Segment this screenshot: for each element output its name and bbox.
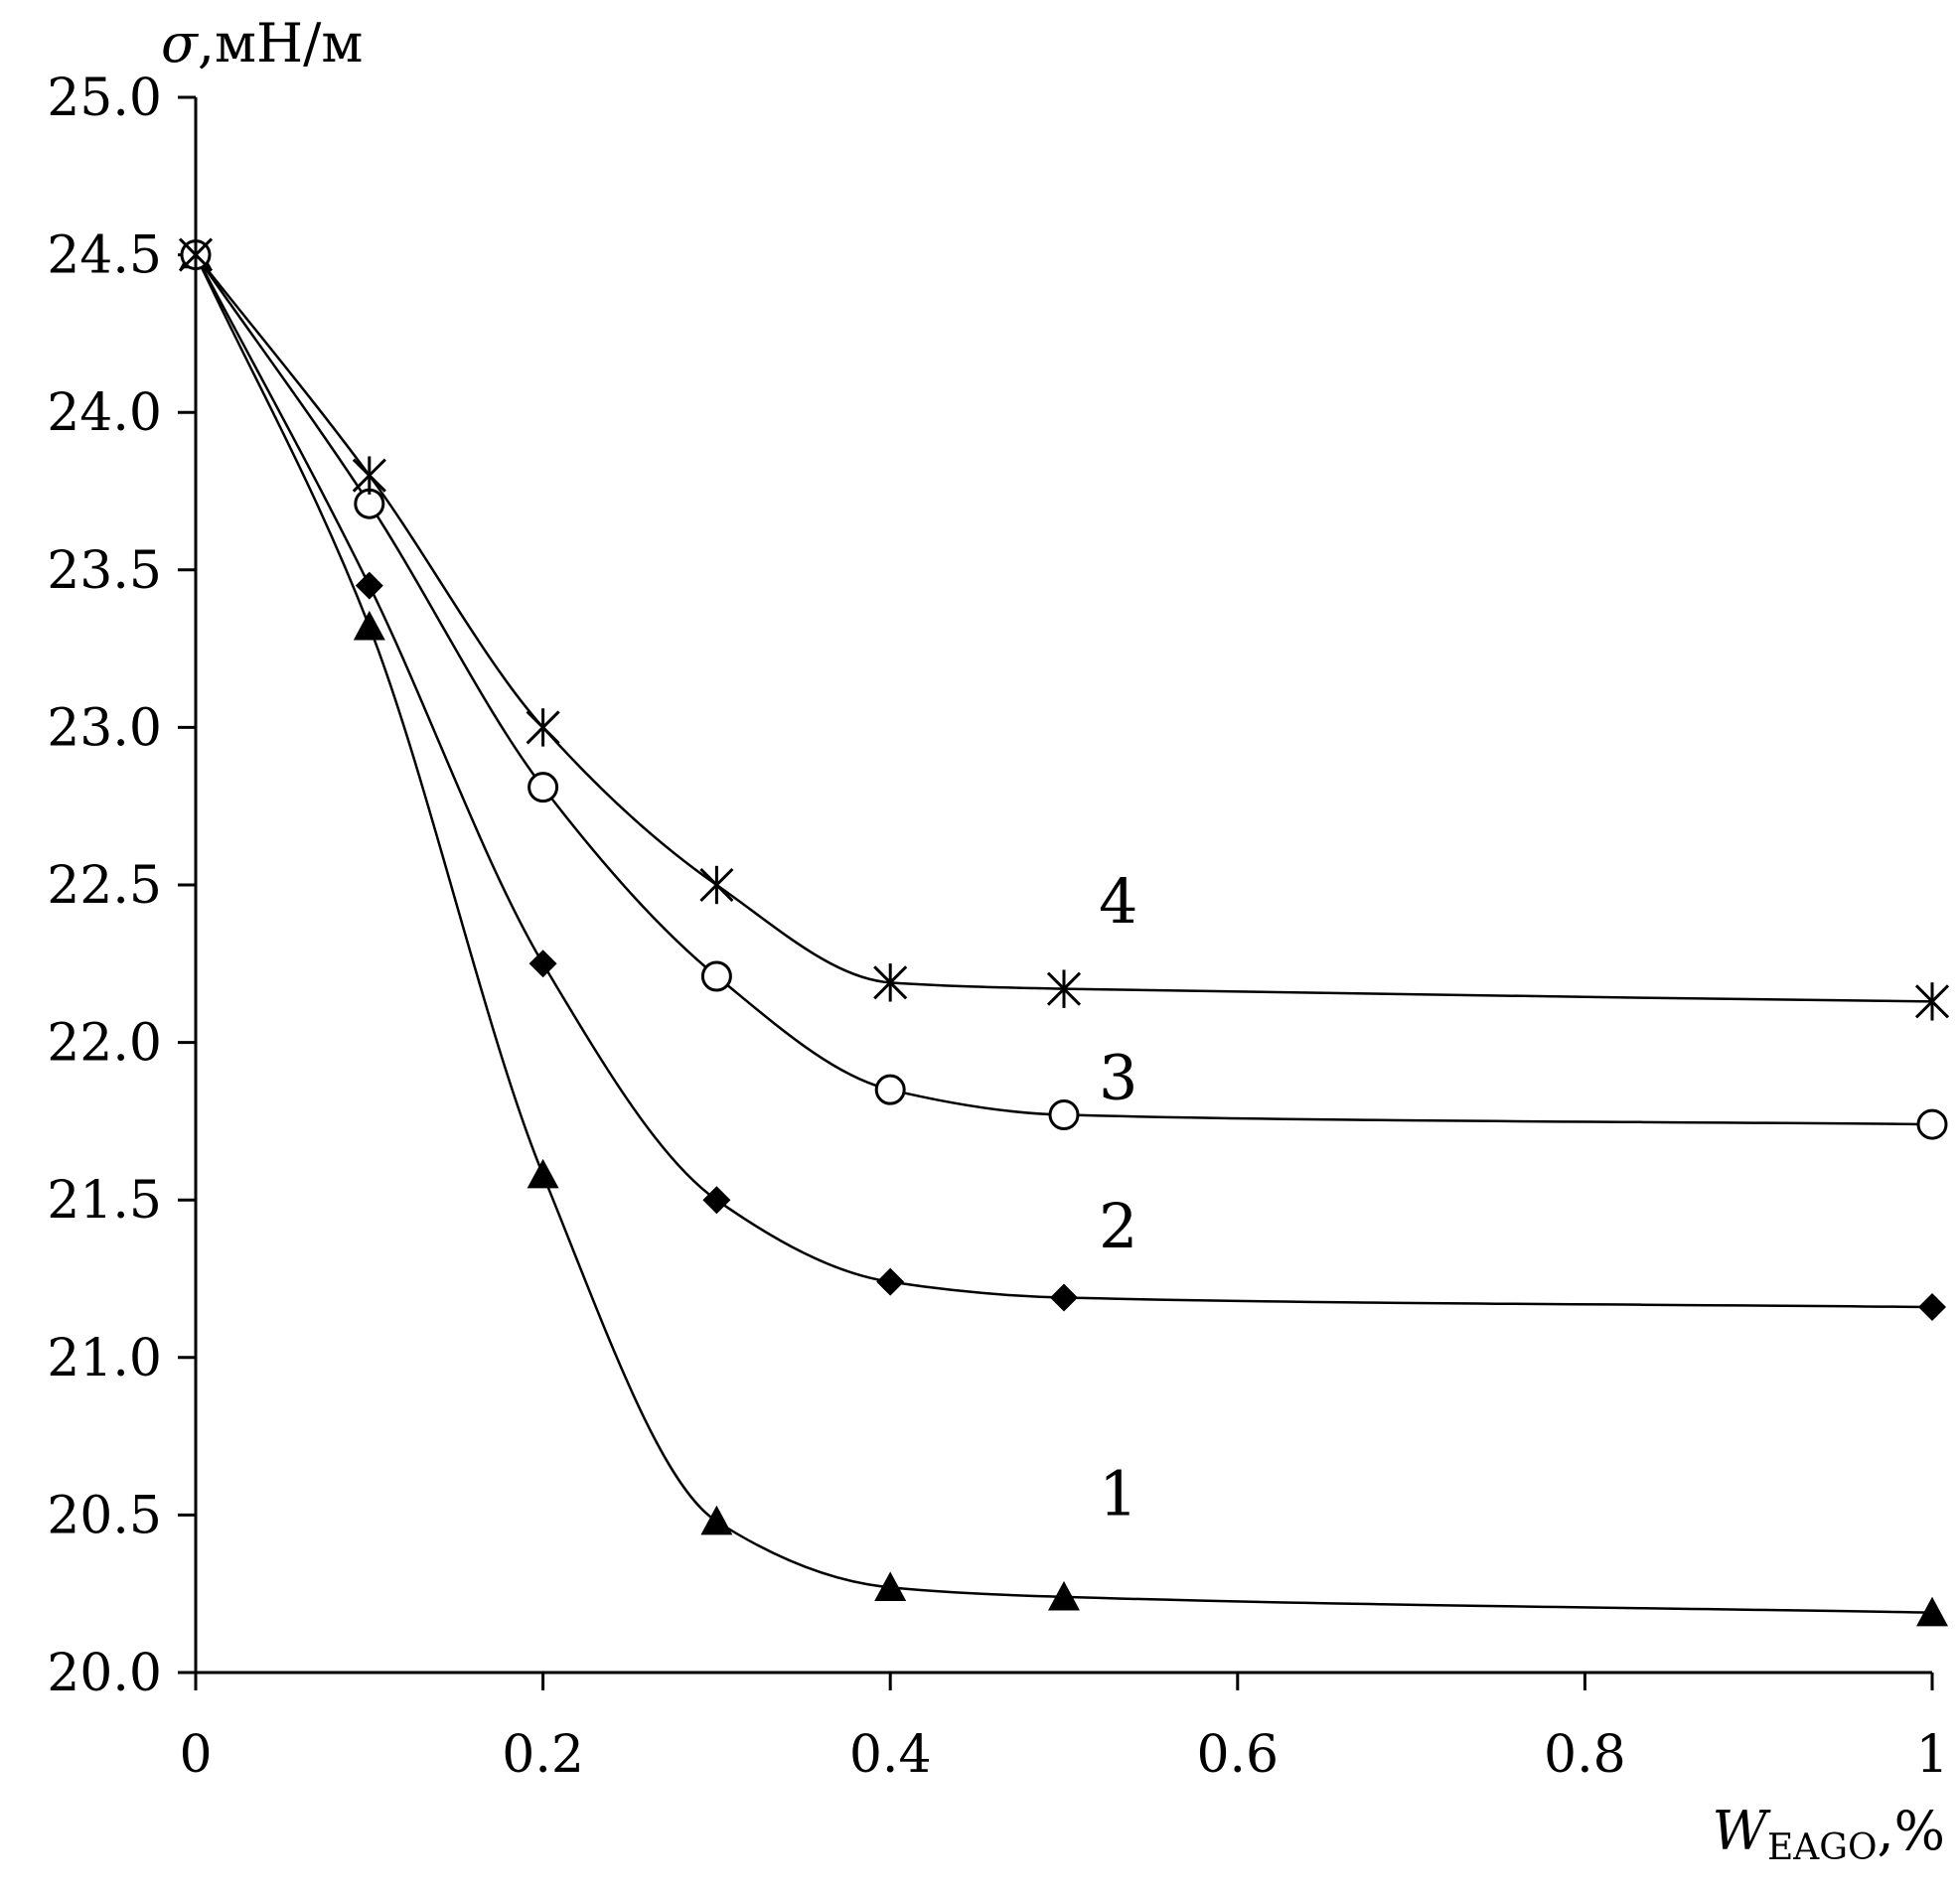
series-1-point [527,1158,559,1189]
series-2-point [1050,1283,1078,1312]
x-axis-title: WEAGO,% [1712,1800,1945,1868]
series-curves [194,253,1933,1614]
series-4-point [1046,969,1082,1008]
series-1-point [874,1571,907,1601]
y-tick-label: 21.0 [47,1329,162,1388]
series-2-point [355,571,383,600]
x-axis-symbol: W [1712,1800,1771,1862]
y-tick-label: 25.0 [47,69,162,128]
y-tick-label: 23.0 [47,698,162,758]
curve-label-3: 3 [1099,1042,1137,1114]
series-1-point [1916,1596,1948,1627]
series-1-line [194,254,1933,1614]
curve-label-1: 1 [1099,1457,1137,1530]
series-4-line [195,253,1933,1003]
series-1-point [1048,1580,1080,1611]
x-tick-label: 0.6 [1196,1725,1279,1785]
x-tick-label: 0.4 [849,1725,932,1785]
series-4-point [526,708,560,747]
series-4-point [178,235,214,274]
axes: 20.0 20.5 21.0 21.5 22.0 22.5 23.0 23.5 24.0 24.5… [47,69,1948,1785]
y-tick-label: 21.5 [47,1171,162,1231]
x-axis-subscript: EAGO [1767,1827,1878,1868]
series-4-point [352,456,386,495]
x-tick-label: 0.8 [1544,1725,1626,1785]
series-2-line [194,254,1933,1309]
series-2-point [702,1186,731,1215]
y-axis-units: ,мН/м [198,12,363,74]
series-2-point [1918,1293,1946,1322]
series-4-point [873,963,908,1002]
x-tick-label: 1 [1915,1725,1948,1785]
series-1-point [353,610,385,641]
curve-label-2: 2 [1099,1190,1137,1262]
series-2-point [528,949,557,978]
series-2-point [876,1267,905,1296]
y-tick-label: 22.0 [47,1014,162,1074]
labels: σ,мН/м WEAGO,% 1 2 3 4 [161,12,1945,1868]
series-3-point [700,960,732,992]
series-markers [178,235,1950,1627]
series-4-point [1914,982,1950,1021]
x-axis-units: ,% [1878,1800,1945,1862]
series-3-point [1916,1108,1948,1140]
series-3-point [528,772,559,803]
y-axis-title: σ,мН/м [161,12,363,74]
series-3-point [874,1074,906,1105]
series-1-point [700,1505,733,1535]
y-tick-label: 22.5 [47,856,162,916]
y-tick-label: 20.0 [47,1644,162,1703]
x-tick-label: 0.2 [502,1725,584,1785]
y-tick-label: 24.0 [47,383,162,443]
curve-label-4: 4 [1099,865,1137,938]
y-tick-label: 20.5 [47,1486,162,1545]
x-tick-label: 0 [179,1725,212,1785]
y-axis-symbol: σ [161,12,200,74]
series-3-point [1048,1099,1080,1131]
y-tick-label: 24.5 [47,226,162,286]
y-tick-label: 23.5 [47,541,162,601]
series-4-point [699,865,734,905]
